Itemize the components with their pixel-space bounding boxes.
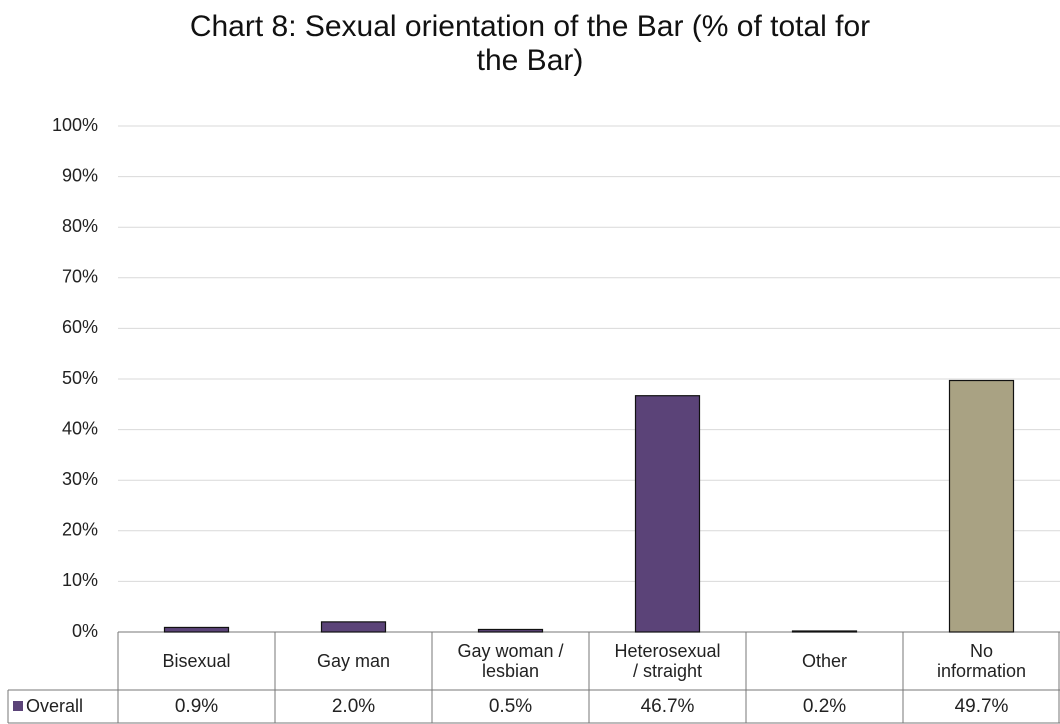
x-tick-label: Heterosexual / straight [614,641,721,681]
bar [791,630,858,633]
legend-label: Overall [26,696,83,716]
y-tick-label: 60% [62,317,98,337]
value-label: 46.7% [640,696,695,717]
bar [163,626,230,633]
legend-swatch [13,701,23,711]
value-label: 49.7% [954,696,1009,717]
bar [320,621,387,633]
y-tick-label: 20% [62,520,98,540]
value-label: 0.2% [802,696,847,717]
y-tick-label: 10% [62,570,98,590]
x-tick-label: Gay woman / lesbian [457,641,564,681]
x-tick-label: Bisexual [162,651,231,671]
bar [948,379,1015,633]
y-tick-label: 80% [62,216,98,236]
bar [477,628,544,633]
y-tick-label: 0% [72,621,98,641]
y-tick-label: 100% [52,115,98,135]
bar [634,395,701,633]
x-tick-label: Other [801,651,848,671]
y-tick-label: 50% [62,368,98,388]
y-tick-label: 30% [62,469,98,489]
x-tick-label: No information [936,641,1027,681]
y-tick-label: 40% [62,418,98,438]
value-label: 0.9% [174,696,219,717]
y-tick-label: 70% [62,267,98,287]
chart-title: Chart 8: Sexual orientation of the Bar (… [189,10,871,77]
x-tick-label: Gay man [316,651,391,671]
value-label: 0.5% [488,696,533,717]
y-tick-label: 90% [62,165,98,185]
value-label: 2.0% [331,696,376,717]
